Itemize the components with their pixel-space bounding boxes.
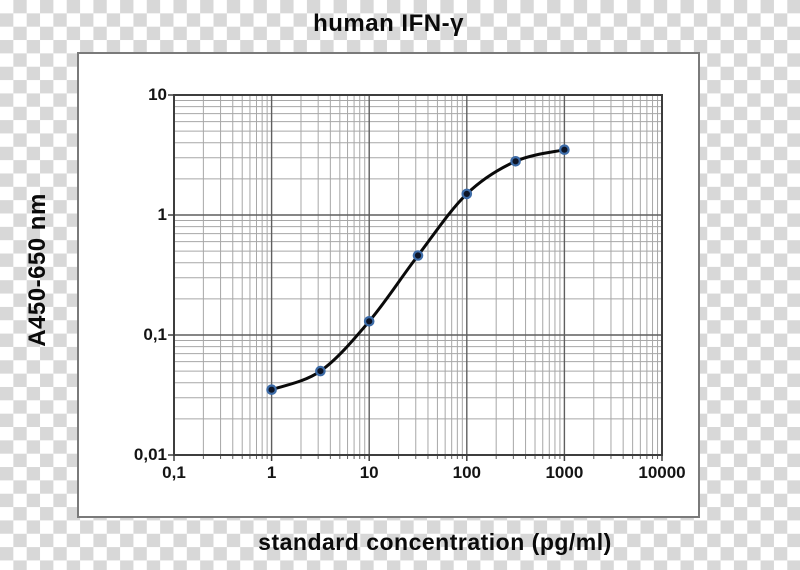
data-point-marker <box>412 250 424 261</box>
data-point-marker <box>266 384 277 395</box>
y-axis-label: A450-650 nm <box>24 193 51 347</box>
y-tick-label: 10 <box>148 85 167 104</box>
x-tick-label: 1000 <box>545 463 584 482</box>
plot-area <box>168 94 663 461</box>
plot-frame: 10 1 0,1 0,01 0,1 1 10 100 1000 10000 <box>77 52 700 518</box>
x-axis-label: standard concentration (pg/ml) <box>258 529 612 555</box>
data-point-marker <box>315 365 326 377</box>
y-tick-label: 0,01 <box>133 445 167 464</box>
x-tick-label: 10 <box>359 463 379 482</box>
data-point-marker <box>363 315 375 327</box>
data-point-marker <box>559 144 570 155</box>
x-tick-label: 10000 <box>638 463 686 482</box>
plot-border <box>173 94 663 456</box>
data-point-marker <box>510 156 521 167</box>
data-point-marker <box>461 188 473 200</box>
x-tick-label: 0,1 <box>162 463 186 482</box>
chart-title: human IFN-γ <box>313 10 464 37</box>
x-tick-label: 1 <box>266 463 277 482</box>
y-tick-label: 0,1 <box>143 325 167 344</box>
y-tick-label: 1 <box>157 205 167 224</box>
x-tick-label: 100 <box>452 463 481 482</box>
